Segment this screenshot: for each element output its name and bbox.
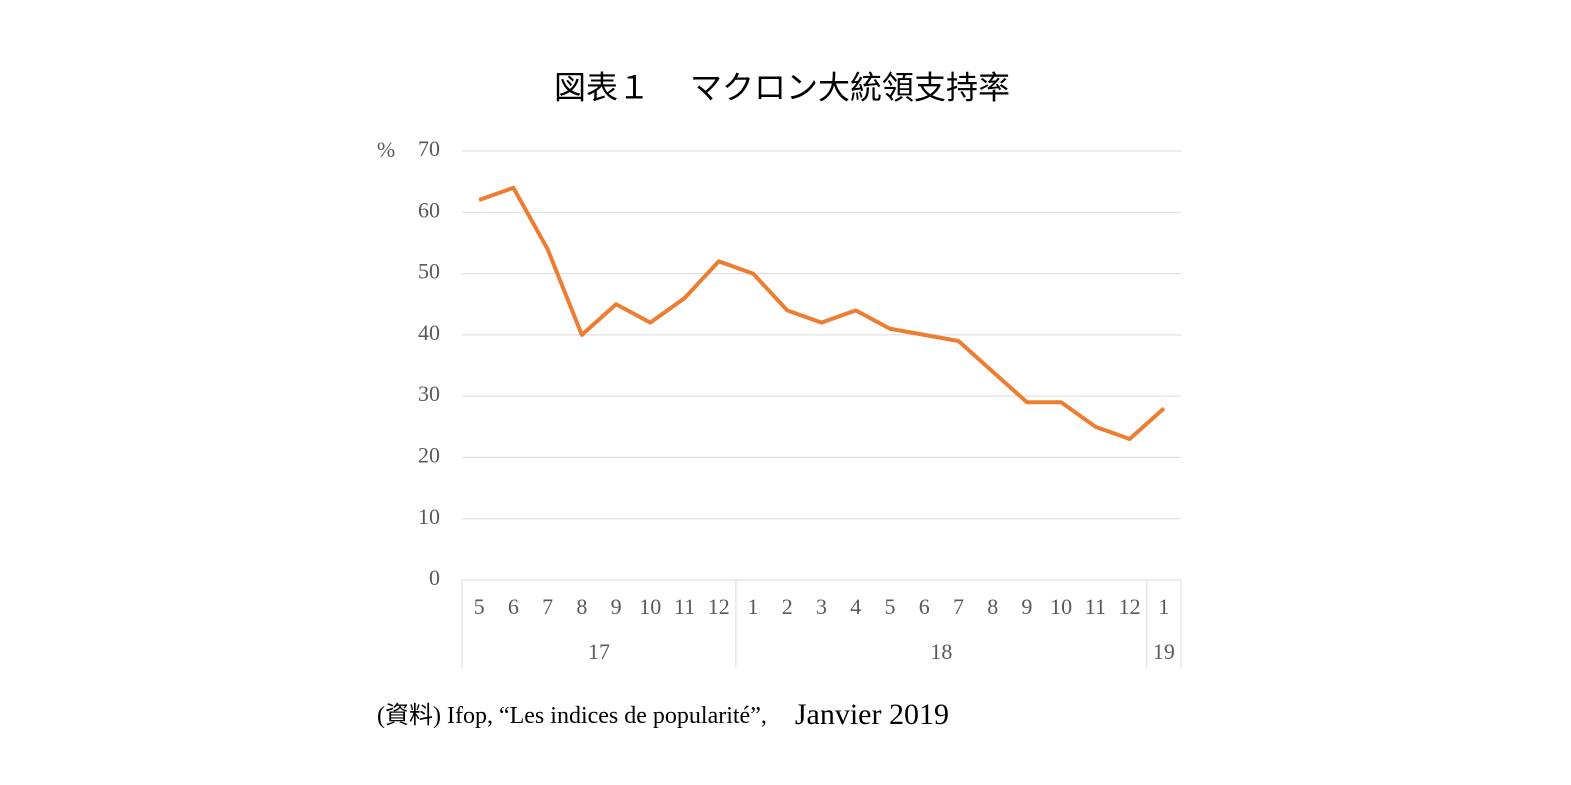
y-tick-label: 30 — [418, 381, 440, 406]
y-tick-label: 10 — [418, 504, 440, 529]
x-tick-label: 2 — [782, 594, 793, 619]
x-group-label: 18 — [930, 639, 952, 664]
x-group-label: 19 — [1153, 639, 1175, 664]
x-tick-label: 3 — [816, 594, 827, 619]
x-tick-label: 11 — [674, 594, 695, 619]
y-tick-label: 40 — [418, 320, 440, 345]
source-note: (資料) Ifop, “Les indices de popularité”, J… — [377, 698, 949, 731]
x-tick-label: 1 — [748, 594, 759, 619]
x-tick-label: 6 — [919, 594, 930, 619]
x-tick-label: 8 — [576, 594, 587, 619]
x-tick-label: 7 — [542, 594, 553, 619]
x-tick-label: 10 — [1050, 594, 1072, 619]
y-tick-label: 50 — [418, 259, 440, 284]
y-tick-label: 20 — [418, 442, 440, 467]
x-tick-label: 4 — [850, 594, 861, 619]
x-tick-label: 8 — [987, 594, 998, 619]
x-tick-label: 5 — [884, 594, 895, 619]
x-tick-label: 12 — [708, 594, 730, 619]
x-tick-label: 10 — [639, 594, 661, 619]
source-date: Janvier 2019 — [795, 698, 949, 731]
x-tick-label: 5 — [474, 594, 485, 619]
source: (資料) Ifop, “Les indices de popularité”, — [377, 702, 767, 729]
x-group-label: 17 — [588, 639, 610, 664]
chart-title: 図表１ マクロン大統領支持率 — [554, 69, 1010, 105]
y-tick-label: 70 — [418, 136, 440, 161]
x-tick-label: 1 — [1158, 594, 1169, 619]
x-tick-label: 6 — [508, 594, 519, 619]
y-tick-label: 0 — [429, 565, 440, 590]
x-tick-label: 9 — [611, 594, 622, 619]
x-tick-label: 12 — [1119, 594, 1141, 619]
y-axis-label: % — [377, 137, 395, 162]
y-tick-label: 60 — [418, 197, 440, 222]
x-tick-label: 9 — [1021, 594, 1032, 619]
x-tick-label: 7 — [953, 594, 964, 619]
x-tick-label: 11 — [1085, 594, 1106, 619]
data-line — [478, 185, 1166, 442]
